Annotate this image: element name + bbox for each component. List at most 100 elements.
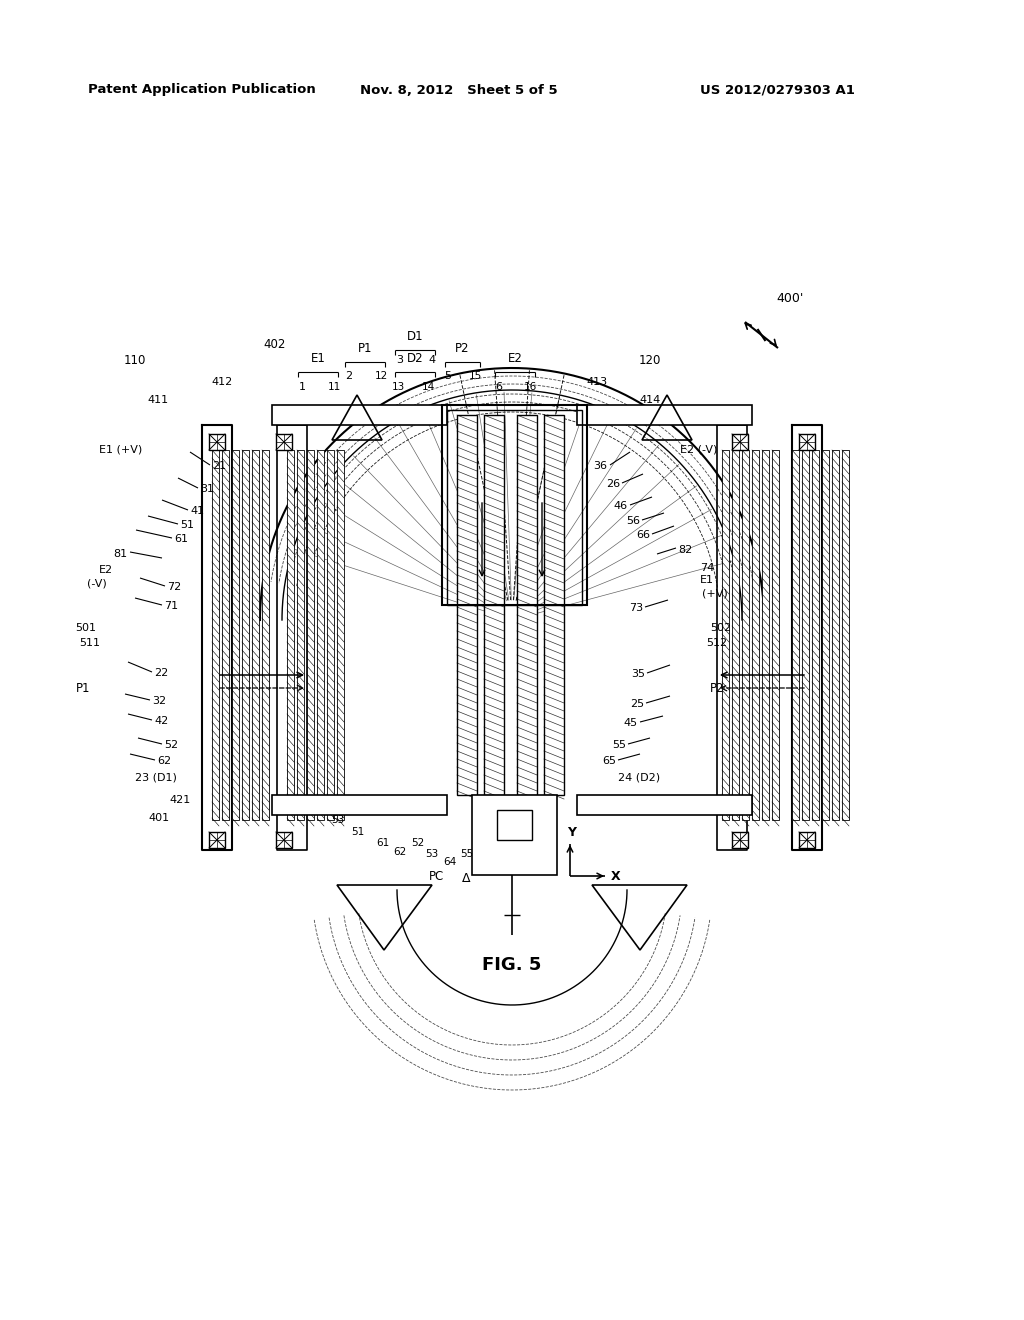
Text: 66: 66 — [636, 531, 650, 540]
Text: 46: 46 — [613, 502, 628, 511]
Text: 56: 56 — [626, 516, 640, 525]
Text: 1: 1 — [299, 381, 305, 392]
Bar — [842, 450, 849, 820]
Bar — [262, 450, 269, 820]
Text: 51: 51 — [180, 520, 194, 531]
Text: E1: E1 — [310, 351, 326, 364]
Text: 61: 61 — [377, 838, 389, 847]
Text: (+V): (+V) — [702, 587, 728, 598]
Text: 22: 22 — [154, 668, 168, 678]
Text: 51: 51 — [351, 828, 365, 837]
Text: D1: D1 — [407, 330, 423, 342]
Text: 23 (D1): 23 (D1) — [135, 774, 177, 783]
Text: 56: 56 — [513, 838, 526, 847]
Text: 401: 401 — [148, 813, 169, 822]
Text: 53: 53 — [332, 814, 345, 825]
Bar — [209, 434, 225, 450]
Text: 412: 412 — [211, 378, 232, 387]
Bar — [252, 450, 259, 820]
Bar — [831, 450, 839, 820]
Text: E1 (+V): E1 (+V) — [98, 445, 142, 455]
Text: 71: 71 — [164, 601, 178, 611]
Bar — [212, 450, 219, 820]
Bar — [297, 450, 304, 820]
Text: Nov. 8, 2012   Sheet 5 of 5: Nov. 8, 2012 Sheet 5 of 5 — [360, 83, 558, 96]
Text: 72: 72 — [167, 582, 181, 591]
Text: 11: 11 — [328, 381, 341, 392]
Text: 26: 26 — [606, 479, 620, 488]
Bar — [799, 434, 815, 450]
Text: 14: 14 — [421, 381, 434, 392]
Bar — [484, 414, 504, 795]
Bar — [772, 450, 779, 820]
Text: Y: Y — [567, 825, 577, 838]
Text: 42: 42 — [154, 715, 168, 726]
Text: 110: 110 — [124, 354, 146, 367]
Text: 31: 31 — [200, 484, 214, 494]
Text: 16: 16 — [523, 381, 537, 392]
Text: PC: PC — [429, 870, 444, 883]
Bar — [544, 414, 564, 795]
Bar — [822, 450, 829, 820]
Bar — [472, 795, 557, 875]
Text: 55: 55 — [461, 849, 474, 859]
Text: D2: D2 — [407, 351, 423, 364]
Text: 12: 12 — [375, 371, 388, 381]
Text: (-V): (-V) — [87, 578, 106, 587]
Text: P2: P2 — [710, 681, 725, 694]
Text: 74: 74 — [700, 564, 715, 573]
Text: 73: 73 — [629, 603, 643, 612]
Bar — [792, 450, 799, 820]
Text: 13: 13 — [391, 381, 404, 392]
Text: 15: 15 — [468, 371, 481, 381]
Text: 36: 36 — [593, 461, 607, 471]
Text: 82: 82 — [678, 545, 692, 554]
Text: 120: 120 — [639, 354, 662, 367]
Text: 3: 3 — [396, 355, 403, 366]
Text: 400': 400' — [776, 292, 804, 305]
Text: FIG. 5: FIG. 5 — [482, 956, 542, 974]
Text: P1: P1 — [357, 342, 373, 355]
Bar — [242, 450, 249, 820]
Text: US 2012/0279303 A1: US 2012/0279303 A1 — [700, 83, 855, 96]
Bar — [799, 832, 815, 847]
Text: P2: P2 — [456, 342, 470, 355]
Text: 402: 402 — [264, 338, 286, 351]
Text: 64: 64 — [530, 828, 544, 837]
Text: 61: 61 — [174, 535, 188, 544]
Text: 24 (D2): 24 (D2) — [617, 774, 660, 783]
Bar — [272, 405, 447, 425]
Text: 55: 55 — [612, 741, 626, 750]
Bar — [276, 832, 292, 847]
Bar — [762, 450, 769, 820]
Text: E2: E2 — [508, 351, 522, 364]
Text: 2: 2 — [345, 371, 352, 381]
Text: 81: 81 — [113, 549, 127, 558]
Bar — [209, 832, 225, 847]
Text: 45: 45 — [624, 718, 638, 729]
Text: 65: 65 — [602, 756, 616, 766]
Bar — [517, 414, 537, 795]
Text: X: X — [611, 870, 621, 883]
Bar — [276, 434, 292, 450]
Bar — [752, 450, 759, 820]
Bar — [447, 411, 582, 605]
Text: 512: 512 — [706, 638, 727, 648]
Text: 411: 411 — [147, 395, 169, 405]
Text: 52: 52 — [164, 741, 178, 750]
Bar — [337, 450, 344, 820]
Text: 32: 32 — [152, 696, 166, 706]
Bar — [577, 405, 752, 425]
Text: E2: E2 — [99, 565, 113, 576]
Text: Δ: Δ — [462, 871, 470, 884]
Bar — [812, 450, 819, 820]
Text: 511: 511 — [79, 638, 100, 648]
Text: 65: 65 — [478, 842, 492, 851]
Text: 66: 66 — [496, 850, 509, 861]
Bar — [232, 450, 239, 820]
Bar — [457, 414, 477, 795]
Bar — [722, 450, 729, 820]
Bar — [732, 450, 739, 820]
Text: 4: 4 — [428, 355, 435, 366]
Text: E1: E1 — [700, 576, 714, 585]
